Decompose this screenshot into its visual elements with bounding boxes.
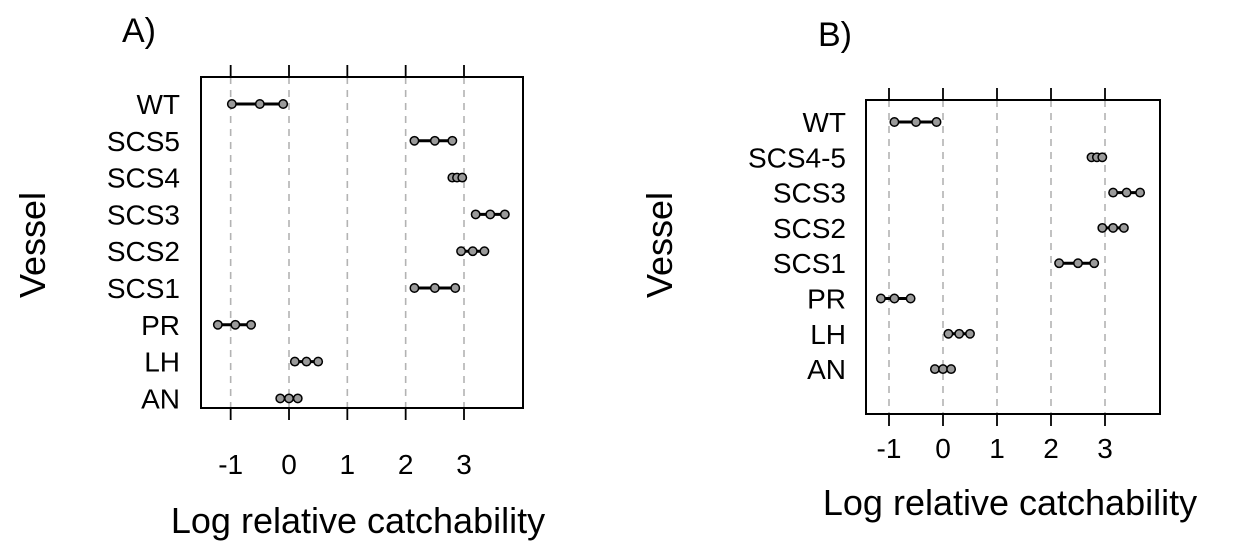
x-tick-label: 3 xyxy=(1097,433,1113,464)
y-category-label: SCS2 xyxy=(107,236,180,267)
x-tick-label: 0 xyxy=(935,433,951,464)
interval-point-low xyxy=(889,117,900,127)
y-category-label: WT xyxy=(802,107,846,138)
x-tick-label: 3 xyxy=(456,449,472,480)
interval-point-mid xyxy=(254,99,265,109)
interval-point-high xyxy=(292,393,303,404)
x-tick-label: -1 xyxy=(218,449,243,480)
interval-point-mid xyxy=(429,283,440,293)
interval-point-high xyxy=(447,135,458,146)
y-category-label: AN xyxy=(807,354,846,385)
interval-point-mid xyxy=(301,356,312,367)
y-category-label: SCS5 xyxy=(107,126,180,157)
y-category-label: SCS1 xyxy=(773,248,846,279)
interval-point-high xyxy=(1135,187,1146,198)
panel-label: A) xyxy=(122,12,156,50)
y-axis-label: Vessel xyxy=(12,192,53,298)
interval-point-high xyxy=(965,328,975,339)
interval-point-mid xyxy=(938,364,948,375)
chart-panel-a: A) -1 0 1 2 3 WT SCS5 SCS4 SCS3 SCS2 SCS1 PR LH AN Log … xyxy=(12,12,545,541)
interval-point-mid xyxy=(284,393,294,404)
x-tick-label: 2 xyxy=(1043,433,1059,464)
interval-point-low xyxy=(226,99,237,109)
interval-point-high xyxy=(931,117,942,127)
interval-point-low xyxy=(456,246,467,257)
interval-point-mid xyxy=(467,246,478,257)
interval-point-mid xyxy=(889,293,900,304)
x-tick-label: -1 xyxy=(877,433,902,464)
y-category-label: SCS2 xyxy=(773,213,846,244)
plot-frame xyxy=(200,76,524,409)
interval-point-low xyxy=(1054,258,1065,269)
interval-point-mid xyxy=(230,319,241,330)
y-category-label: SCS3 xyxy=(773,178,846,209)
panel-label: B) xyxy=(818,16,852,54)
interval-point-mid xyxy=(1073,258,1083,269)
interval-point-low xyxy=(289,356,300,367)
interval-point-low xyxy=(1108,187,1119,198)
interval-point-high xyxy=(1089,258,1100,269)
interval-point-high xyxy=(313,356,324,367)
interval-point-low xyxy=(212,319,223,330)
y-category-label: SCS4 xyxy=(107,163,180,194)
y-category-label: WT xyxy=(136,89,180,120)
interval-point-mid xyxy=(911,117,921,127)
x-tick-label: 1 xyxy=(340,449,356,480)
interval-point-high xyxy=(450,283,461,293)
interval-point-mid xyxy=(485,209,496,220)
interval-point-low xyxy=(875,293,886,304)
interval-point-low xyxy=(1097,222,1108,233)
x-tick-label: 0 xyxy=(281,449,297,480)
y-category-label: SCS3 xyxy=(107,199,180,230)
interval-point-high xyxy=(905,293,916,304)
y-category-label: AN xyxy=(141,383,180,414)
chart-panel-b: B) -1 0 1 2 3 WT SCS4-5 SCS3 SCS2 SCS1 PR LH AN Log re… xyxy=(639,16,1197,523)
y-category-label: LH xyxy=(810,319,846,350)
y-category-label: PR xyxy=(807,284,846,315)
interval-point-low xyxy=(275,393,286,404)
x-axis-label: Log relative catchability xyxy=(171,500,545,541)
interval-point-high xyxy=(246,319,257,330)
interval-point-low xyxy=(929,364,940,375)
plot-frame xyxy=(865,99,1161,415)
y-category-label: SCS1 xyxy=(107,273,180,304)
interval-point-high xyxy=(499,209,510,220)
y-axis-label: Vessel xyxy=(639,192,680,298)
y-category-label: SCS4-5 xyxy=(748,142,846,173)
interval-point-low xyxy=(409,283,420,293)
x-tick-label: 2 xyxy=(398,449,414,480)
y-category-label: PR xyxy=(141,310,180,341)
x-tick-label: 1 xyxy=(989,433,1005,464)
interval-point-mid xyxy=(1108,222,1119,233)
interval-point-low xyxy=(409,135,420,146)
interval-point-mid xyxy=(1121,187,1132,198)
x-axis-label: Log relative catchability xyxy=(823,482,1197,523)
interval-point-low xyxy=(470,209,481,220)
interval-point-high xyxy=(1097,152,1108,163)
interval-point-high xyxy=(946,364,957,375)
interval-point-mid xyxy=(954,328,965,339)
interval-point-mid xyxy=(429,135,440,146)
interval-point-high xyxy=(479,246,490,257)
y-category-label: LH xyxy=(144,347,180,378)
interval-point-high xyxy=(278,99,289,109)
interval-point-high xyxy=(1118,222,1129,233)
interval-point-low xyxy=(943,328,954,339)
interval-point-high xyxy=(457,172,468,183)
